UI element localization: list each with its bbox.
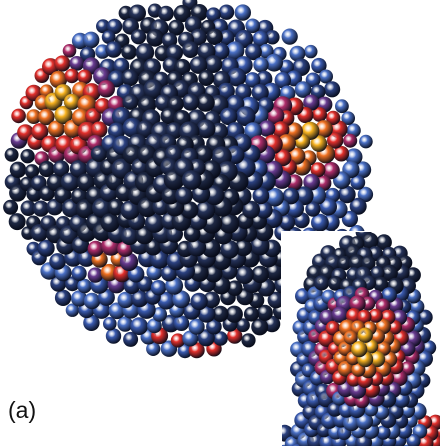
cell xyxy=(103,317,117,331)
cell xyxy=(252,266,269,283)
cell xyxy=(235,266,253,284)
cell xyxy=(105,41,122,58)
cell xyxy=(55,290,71,306)
cell xyxy=(190,293,207,310)
cell xyxy=(182,93,199,110)
cell xyxy=(282,28,298,44)
cell xyxy=(98,80,115,97)
cell xyxy=(20,149,34,163)
cell xyxy=(343,134,357,148)
cell xyxy=(324,81,340,97)
cell xyxy=(151,280,166,295)
cell xyxy=(10,162,26,178)
cell xyxy=(54,55,70,71)
cell xyxy=(335,99,349,113)
cell xyxy=(3,200,18,215)
cell xyxy=(130,317,148,335)
cell xyxy=(65,69,80,84)
panel-label: (a) xyxy=(8,397,36,423)
cell xyxy=(122,69,139,86)
figure: (a) xyxy=(0,0,440,446)
cell xyxy=(121,44,137,60)
cell xyxy=(49,253,66,270)
cell xyxy=(235,4,251,20)
cell xyxy=(88,267,103,282)
cell xyxy=(244,307,259,322)
cell xyxy=(11,109,26,124)
cell xyxy=(241,333,255,347)
cell xyxy=(358,328,373,343)
cell xyxy=(182,41,199,58)
cell xyxy=(9,213,26,230)
cell xyxy=(123,94,139,110)
cell xyxy=(304,45,317,58)
cell xyxy=(359,135,373,149)
cell xyxy=(207,29,223,45)
cell xyxy=(5,148,19,162)
cell xyxy=(219,5,234,20)
cell xyxy=(314,275,329,290)
cell xyxy=(131,29,146,44)
inset xyxy=(276,224,440,446)
cell xyxy=(63,44,77,58)
cell xyxy=(182,170,202,190)
cell xyxy=(72,266,87,281)
cell xyxy=(64,94,80,110)
cell xyxy=(253,57,268,72)
cell xyxy=(70,56,85,71)
cell xyxy=(84,293,100,309)
cell xyxy=(106,328,121,343)
cell xyxy=(88,241,104,257)
cell xyxy=(351,341,367,357)
cell xyxy=(83,32,100,49)
cell xyxy=(158,6,174,22)
cell xyxy=(101,213,120,232)
